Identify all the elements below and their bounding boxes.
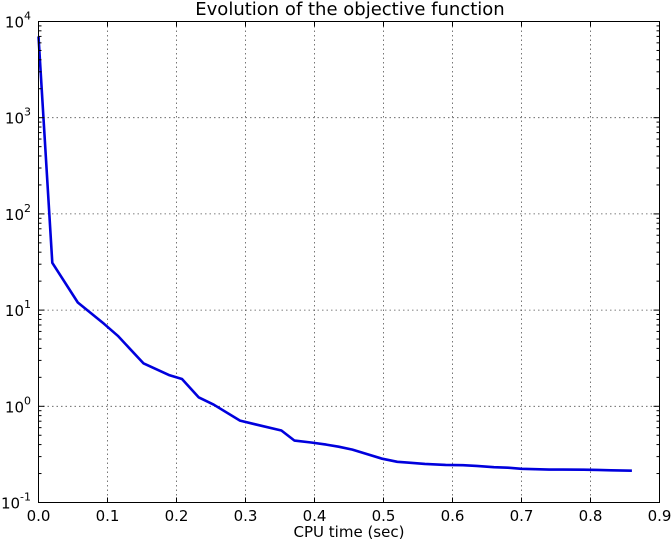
x-tick-label: 0.4 xyxy=(303,507,327,525)
y-tick-label: 100 xyxy=(5,394,31,416)
x-tick-label: 0.0 xyxy=(27,507,51,525)
tick-marks xyxy=(38,21,660,503)
x-axis-label: CPU time (sec) xyxy=(294,523,405,540)
x-tick-label: 0.9 xyxy=(648,507,671,525)
plot-frame xyxy=(38,21,660,503)
series-line xyxy=(37,36,632,472)
x-tick-label: 0.8 xyxy=(579,507,603,525)
x-tick-label: 0.2 xyxy=(165,507,189,525)
y-tick-label: 101 xyxy=(5,298,31,320)
series-layer xyxy=(37,36,632,472)
y-tick-label: 103 xyxy=(5,106,31,128)
chart-title: Evolution of the objective function xyxy=(195,0,504,20)
x-tick-label: 0.3 xyxy=(234,507,258,525)
x-tick-label: 0.5 xyxy=(372,507,396,525)
grid-lines xyxy=(38,21,660,503)
y-tick-label: 102 xyxy=(5,202,31,224)
x-tick-label: 0.6 xyxy=(441,507,465,525)
x-tick-label: 0.1 xyxy=(96,507,120,525)
y-tick-labels: 10-1 100 101 102 103 104 xyxy=(1,10,31,513)
y-tick-label: 104 xyxy=(5,10,31,32)
x-tick-labels: 0.0 0.1 0.2 0.3 0.4 0.5 0.6 0.7 0.8 0.9 xyxy=(27,507,671,525)
y-tick-label: 10-1 xyxy=(1,491,31,513)
x-tick-label: 0.7 xyxy=(510,507,534,525)
